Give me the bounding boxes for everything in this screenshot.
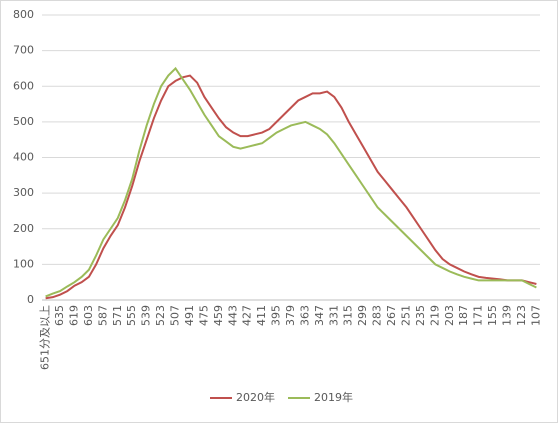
x-tick-label: 571 (111, 305, 124, 326)
x-tick-label: 459 (212, 305, 225, 326)
x-tick-label: 363 (298, 305, 311, 326)
x-tick-label: 475 (197, 305, 210, 326)
x-tick-label: 603 (82, 305, 95, 326)
x-tick-label: 411 (255, 305, 268, 326)
y-tick-label: 0 (27, 293, 34, 306)
x-tick-label: 539 (140, 305, 153, 326)
x-tick-label: 331 (327, 305, 340, 326)
x-tick-label: 347 (313, 305, 326, 326)
x-tick-label: 139 (501, 305, 514, 326)
legend-label: 2019年 (314, 390, 353, 404)
x-tick-label: 171 (472, 305, 485, 326)
x-tick-label: 251 (399, 305, 412, 326)
x-tick-label: 267 (385, 305, 398, 326)
y-tick-label: 300 (13, 186, 34, 199)
x-tick-label: 427 (241, 305, 254, 326)
y-tick-label: 800 (13, 8, 34, 21)
x-tick-label: 203 (443, 305, 456, 326)
y-tick-label: 600 (13, 79, 34, 92)
x-tick-label: 395 (270, 305, 283, 326)
y-tick-label: 100 (13, 257, 34, 270)
series-line (45, 74, 537, 300)
x-tick-label: 507 (169, 305, 182, 326)
x-tick-label: 219 (428, 305, 441, 326)
x-tick-label: 587 (96, 305, 109, 326)
y-tick-label: 400 (13, 151, 34, 164)
x-tick-label: 235 (414, 305, 427, 326)
x-tick-label: 123 (515, 305, 528, 326)
legend-label: 2020年 (236, 390, 275, 404)
x-tick-label: 635 (53, 305, 66, 326)
x-tick-label: 651分及以上 (39, 305, 52, 370)
x-tick-label: 555 (125, 305, 138, 326)
y-tick-label: 500 (13, 115, 34, 128)
series-line (45, 66, 537, 298)
x-tick-label: 187 (457, 305, 470, 326)
x-tick-label: 379 (284, 305, 297, 326)
x-tick-label: 155 (486, 305, 499, 326)
x-tick-label: 619 (67, 305, 80, 326)
x-tick-label: 523 (154, 305, 167, 326)
x-tick-label: 491 (183, 305, 196, 326)
x-tick-label: 315 (342, 305, 355, 326)
x-tick-label: 443 (226, 305, 239, 326)
x-tick-label: 107 (529, 305, 542, 326)
x-tick-label: 283 (371, 305, 384, 326)
x-tick-label: 299 (356, 305, 369, 326)
y-tick-label: 700 (13, 44, 34, 57)
y-tick-label: 200 (13, 222, 34, 235)
